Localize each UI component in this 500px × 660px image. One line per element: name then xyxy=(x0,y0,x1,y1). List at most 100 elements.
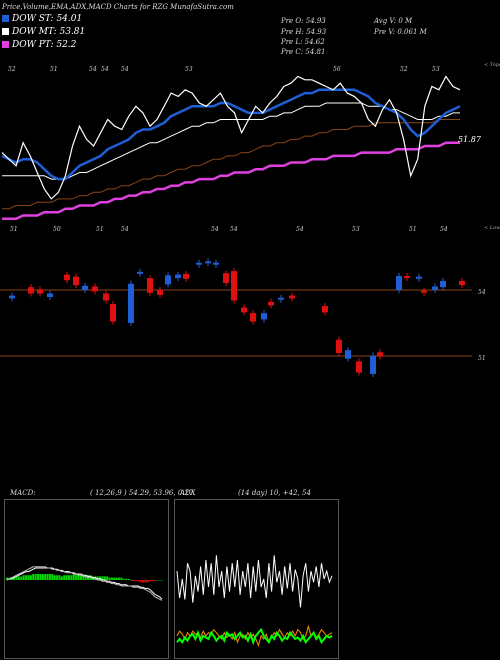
candle-body xyxy=(459,280,465,286)
candle-body xyxy=(205,261,211,264)
top-tick-label: 54 xyxy=(121,66,129,73)
candle-body xyxy=(250,313,256,322)
bottom-tick-label: 51 xyxy=(96,226,104,233)
macd-histogram-bar xyxy=(146,580,149,583)
bottom-tick-label: 54 xyxy=(211,226,219,233)
macd-histogram-bar xyxy=(125,578,128,580)
candle-body xyxy=(196,262,202,265)
right-level-label: 54 xyxy=(478,289,486,296)
candle-body xyxy=(396,276,402,290)
candle-body xyxy=(289,295,295,299)
candle-body xyxy=(231,271,237,301)
macd-histogram-bar xyxy=(77,574,80,580)
macd-histogram-bar xyxy=(72,574,75,580)
macd-histogram-bar xyxy=(60,576,63,580)
avg-volume: Avg V: 0 M xyxy=(374,17,413,25)
top-tick-label: 52 xyxy=(400,66,408,73)
macd-histogram-bar xyxy=(115,577,118,580)
candle-body xyxy=(47,293,53,297)
macd-histogram-bar xyxy=(82,575,85,580)
legend-mt: DOW MT: 53.81 xyxy=(2,26,85,37)
legend-mt-swatch xyxy=(2,28,9,35)
top-tick-label: 51 xyxy=(50,66,58,73)
macd-histogram-bar xyxy=(84,575,87,580)
bottom-tick-label: 50 xyxy=(53,226,61,233)
macd-histogram-bar xyxy=(46,574,49,580)
candle-body xyxy=(110,304,116,322)
candle-body xyxy=(261,313,267,320)
macd-histogram-bar xyxy=(99,576,101,580)
top-tick-label: 54 xyxy=(89,66,97,73)
pre-high: Pre H: 54.93 xyxy=(281,28,327,36)
candle-body xyxy=(322,306,328,313)
macd-histogram-bar xyxy=(68,575,70,580)
bottom-tick-label: 54 xyxy=(121,226,129,233)
macd-histogram-bar xyxy=(108,577,111,580)
legend-st: DOW ST: 54.01 xyxy=(2,13,82,24)
candle-body xyxy=(82,285,88,290)
macd-histogram-bar xyxy=(22,575,25,580)
legend-pt-label: DOW PT: 52.2 xyxy=(12,39,77,50)
macd-line xyxy=(6,566,163,601)
macd-params: ( 12,26,9 ) 54.29, 53.96, 0.27 xyxy=(90,489,194,497)
macd-histogram-bar xyxy=(149,580,152,582)
macd-histogram-bar xyxy=(39,574,42,580)
candle-body xyxy=(440,280,446,288)
macd-histogram-bar xyxy=(34,574,37,580)
macd-histogram-bar xyxy=(27,575,30,580)
candle-body xyxy=(278,297,284,300)
macd-histogram-bar xyxy=(156,580,159,581)
macd-histogram-bar xyxy=(110,577,113,580)
macd-histogram-bar xyxy=(161,580,163,581)
macd-histogram-bar xyxy=(53,575,56,580)
candle-body xyxy=(175,274,181,279)
macd-signal-line xyxy=(6,567,163,600)
macd-histogram-bar xyxy=(20,576,23,580)
macd-histogram-bar xyxy=(13,576,16,580)
macd-histogram-bar xyxy=(134,580,137,582)
ema-brown-line xyxy=(2,119,460,210)
candle-body xyxy=(157,290,163,295)
bottom-tick-label: 54 xyxy=(230,226,238,233)
macd-histogram-bar xyxy=(103,576,106,580)
ema-mid-line xyxy=(2,102,460,180)
candle-body xyxy=(268,301,274,306)
macd-histogram-bar xyxy=(101,576,104,580)
macd-histogram-bar xyxy=(17,576,20,580)
top-tick-label: 52 xyxy=(8,66,16,73)
pre-low: Pre L: 54.62 xyxy=(281,38,325,46)
macd-histogram-bar xyxy=(32,574,35,580)
macd-histogram-bar xyxy=(139,580,142,583)
macd-histogram-bar xyxy=(48,574,51,580)
candle-body xyxy=(356,361,362,373)
macd-histogram-bar xyxy=(63,575,66,580)
candle-body xyxy=(370,355,376,374)
price-label: 51.87 xyxy=(458,135,482,144)
legend-st-swatch xyxy=(2,15,9,22)
top-marker: < Topo xyxy=(484,62,500,68)
candle-body xyxy=(241,307,247,313)
macd-histogram-bar xyxy=(113,577,116,580)
macd-histogram-bar xyxy=(96,576,99,580)
top-tick-label: 53 xyxy=(185,66,193,73)
ema-long-line xyxy=(2,141,460,221)
macd-histogram-bar xyxy=(75,574,78,580)
bottom-tick-label: 54 xyxy=(440,226,448,233)
macd-histogram-bar xyxy=(65,575,68,580)
adx-label: ADX xyxy=(180,489,196,497)
ema-short-line xyxy=(1,88,461,181)
macd-histogram-bar xyxy=(70,575,73,580)
legend-st-label: DOW ST: 54.01 xyxy=(12,13,83,24)
macd-histogram-bar xyxy=(91,576,94,580)
macd-histogram-bar xyxy=(25,575,28,580)
candle-body xyxy=(345,350,351,359)
macd-histogram-bar xyxy=(118,577,121,580)
candle-body xyxy=(37,289,43,294)
bottom-tick-label: 54 xyxy=(296,226,304,233)
macd-histogram-bar xyxy=(79,575,82,580)
macd-histogram-bar xyxy=(137,580,140,582)
macd-histogram-bar xyxy=(130,580,132,581)
candle-body xyxy=(223,273,229,283)
candle-body xyxy=(421,290,427,293)
candle-body xyxy=(416,276,422,279)
